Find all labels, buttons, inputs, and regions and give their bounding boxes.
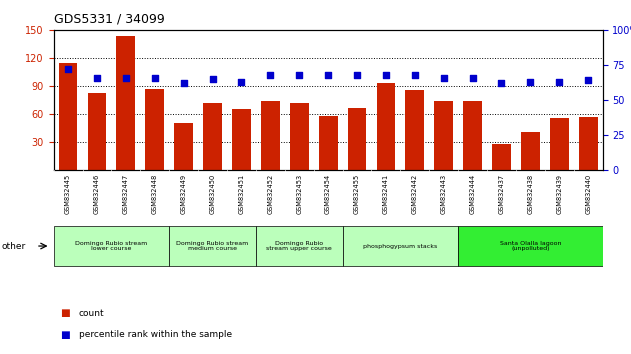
Point (121, 75, 131, 80)
Bar (145, 89, 164, 170)
Point (294, 72, 304, 78)
Text: ■: ■ (60, 330, 69, 339)
Text: Domingo Rubio
stream upper course: Domingo Rubio stream upper course (266, 241, 332, 251)
FancyBboxPatch shape (256, 227, 343, 266)
Text: phosphogypsum stacks: phosphogypsum stacks (363, 244, 437, 249)
Bar (434, 101, 453, 170)
Point (410, 72, 420, 78)
Point (554, 79, 564, 85)
Text: GSM832438: GSM832438 (528, 174, 533, 214)
Bar (88, 92, 107, 170)
Text: count: count (79, 309, 105, 318)
Text: GSM832447: GSM832447 (123, 174, 129, 214)
Text: GSM832440: GSM832440 (585, 174, 591, 214)
Text: GSM832450: GSM832450 (209, 174, 216, 214)
Text: GSM832453: GSM832453 (296, 174, 302, 214)
Bar (203, 103, 222, 170)
Point (179, 80, 189, 86)
Bar (492, 144, 511, 170)
Text: other: other (1, 241, 25, 251)
Bar (261, 101, 280, 170)
Text: GDS5331 / 34099: GDS5331 / 34099 (54, 12, 165, 25)
Text: Domingo Rubio stream
medium course: Domingo Rubio stream medium course (177, 241, 249, 251)
Point (265, 72, 275, 78)
Text: GSM832444: GSM832444 (469, 174, 476, 214)
Text: GSM832443: GSM832443 (440, 174, 447, 214)
Bar (463, 101, 482, 170)
Bar (521, 132, 540, 170)
Point (63, 67, 73, 72)
Text: Santa Olalla lagoon
(unpolluted): Santa Olalla lagoon (unpolluted) (500, 241, 561, 251)
Text: percentile rank within the sample: percentile rank within the sample (79, 330, 232, 339)
Bar (377, 83, 395, 170)
FancyBboxPatch shape (343, 227, 458, 266)
Bar (174, 123, 193, 170)
Point (323, 72, 333, 78)
Text: GSM832451: GSM832451 (239, 174, 244, 214)
Bar (348, 108, 367, 170)
Bar (232, 109, 251, 170)
Point (92, 75, 102, 80)
Bar (579, 117, 598, 170)
Point (352, 72, 362, 78)
Bar (319, 116, 338, 170)
Bar (405, 90, 424, 170)
FancyBboxPatch shape (169, 227, 256, 266)
Point (583, 78, 593, 83)
Point (439, 75, 449, 80)
Point (526, 79, 536, 85)
Text: GSM832448: GSM832448 (152, 174, 158, 214)
Text: GSM832442: GSM832442 (412, 174, 418, 214)
FancyBboxPatch shape (54, 227, 169, 266)
Point (150, 75, 160, 80)
Text: GSM832446: GSM832446 (94, 174, 100, 214)
Bar (117, 36, 135, 170)
Text: GSM832439: GSM832439 (557, 174, 562, 214)
Text: GSM832441: GSM832441 (383, 174, 389, 214)
Text: GSM832445: GSM832445 (65, 174, 71, 214)
Point (381, 72, 391, 78)
Point (497, 80, 507, 86)
Text: GSM832437: GSM832437 (498, 174, 504, 214)
Text: Domingo Rubio stream
lower course: Domingo Rubio stream lower course (75, 241, 148, 251)
Point (468, 75, 478, 80)
Bar (290, 103, 309, 170)
Point (208, 76, 218, 82)
Text: ■: ■ (60, 308, 69, 318)
Text: GSM832449: GSM832449 (180, 174, 187, 214)
Text: GSM832455: GSM832455 (354, 174, 360, 214)
FancyBboxPatch shape (458, 227, 603, 266)
Text: GSM832452: GSM832452 (268, 174, 273, 214)
Bar (59, 63, 78, 170)
Point (237, 79, 247, 85)
Text: GSM832454: GSM832454 (325, 174, 331, 214)
Bar (550, 118, 569, 170)
